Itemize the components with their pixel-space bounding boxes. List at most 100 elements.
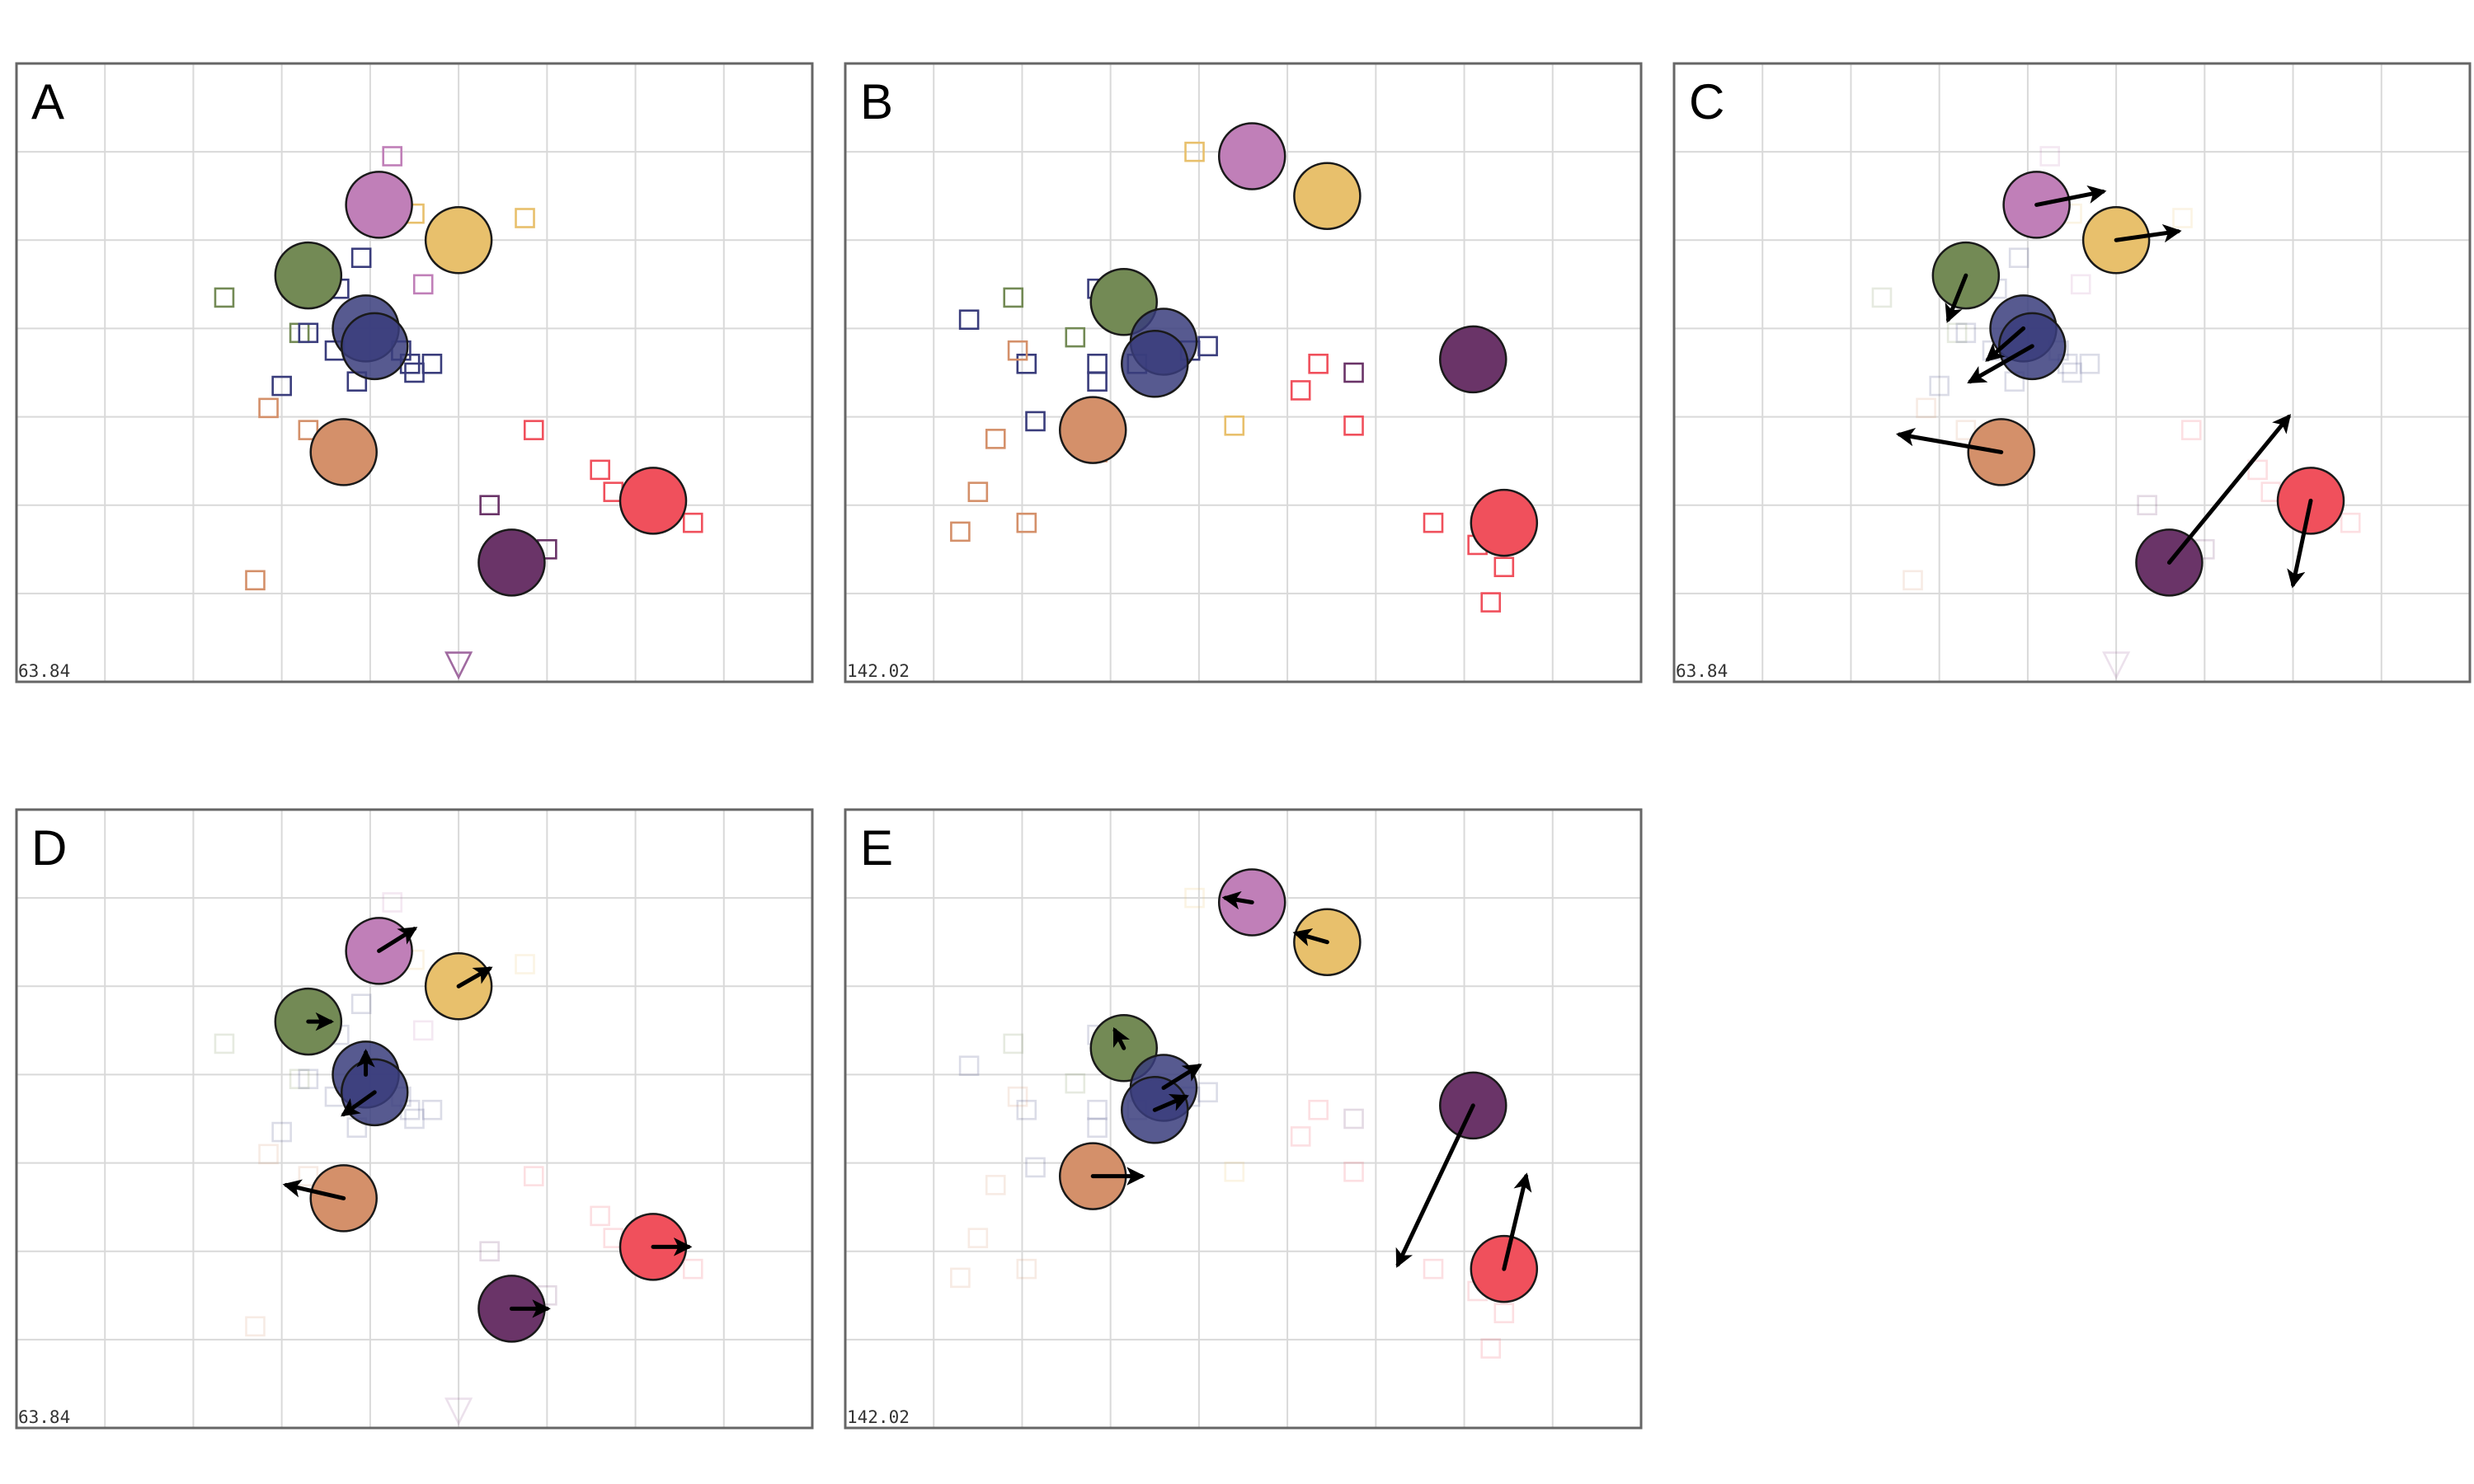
data-point <box>682 1258 703 1280</box>
movement-arrow <box>1895 427 2004 454</box>
panel-b: B 142.02 <box>844 62 1643 683</box>
movement-arrow <box>1395 1103 1475 1268</box>
panel-label: E <box>860 820 893 876</box>
data-point <box>2070 274 2091 295</box>
data-point <box>1197 336 1218 357</box>
panel-label: A <box>31 74 64 129</box>
data-point <box>245 570 266 591</box>
data-point <box>958 309 980 331</box>
data-point <box>590 459 610 481</box>
data-point <box>298 420 319 440</box>
movement-arrow <box>1161 1064 1202 1090</box>
data-point <box>1916 397 1936 419</box>
corner-value: 63.84 <box>18 1407 70 1427</box>
data-point <box>1423 1258 1444 1280</box>
data-point <box>1308 353 1329 374</box>
movement-arrow <box>1502 1172 1532 1271</box>
data-point <box>214 1033 235 1054</box>
data-point <box>350 993 372 1015</box>
data-point <box>2340 512 2361 533</box>
data-point <box>2247 459 2268 481</box>
data-point <box>382 892 402 913</box>
panel-c: C 63.84 <box>1672 62 2472 683</box>
movement-arrow <box>2114 223 2182 243</box>
data-point <box>1871 287 1893 308</box>
movement-arrow <box>282 1179 346 1200</box>
data-point <box>214 287 235 308</box>
data-point <box>1087 1117 1108 1139</box>
data-point <box>1955 420 1977 440</box>
movement-arrow <box>1985 326 2026 362</box>
movement-arrow <box>2287 498 2313 589</box>
cluster-center <box>1058 396 1127 464</box>
corner-value: 63.84 <box>18 661 70 681</box>
cluster-center <box>618 467 688 535</box>
movement-arrow <box>1112 1026 1131 1050</box>
data-point <box>1493 1303 1515 1324</box>
data-point <box>2172 208 2193 228</box>
cluster-center <box>1470 488 1539 557</box>
plot-frame <box>15 62 814 683</box>
data-point <box>682 512 703 533</box>
corner-value: 142.02 <box>847 661 910 681</box>
data-point <box>1184 141 1205 162</box>
data-point <box>1929 375 1950 397</box>
movement-arrow <box>1967 344 2034 384</box>
data-point <box>1025 411 1046 432</box>
data-point <box>985 429 1006 449</box>
plot-area <box>844 62 1643 683</box>
cluster-center <box>477 528 546 597</box>
plot-background <box>16 810 812 1428</box>
data-point <box>967 1228 989 1248</box>
data-point <box>950 1267 971 1289</box>
data-point <box>1065 326 1086 348</box>
data-point <box>1025 1157 1046 1178</box>
data-point <box>523 1166 544 1186</box>
data-point <box>590 1205 610 1227</box>
panel-a: A 63.84 <box>15 62 814 683</box>
plot-area <box>15 808 814 1430</box>
data-point <box>298 1166 319 1186</box>
panel-d: D 63.84 <box>15 808 814 1430</box>
data-point <box>1955 322 1977 344</box>
data-point <box>479 1241 500 1262</box>
data-point <box>412 1020 434 1041</box>
plot-area <box>844 808 1643 1430</box>
data-point <box>1946 322 1968 344</box>
data-point <box>1343 1108 1364 1129</box>
movement-arrow <box>2034 185 2107 207</box>
data-point <box>1016 1258 1037 1280</box>
movement-arrow <box>1292 928 1329 946</box>
movement-arrow <box>341 1090 377 1117</box>
triangle-marker <box>444 651 473 680</box>
cluster-center <box>309 418 378 486</box>
data-point <box>1065 1073 1086 1094</box>
data-point <box>1016 512 1037 533</box>
data-point <box>515 208 535 228</box>
data-point <box>2008 247 2030 269</box>
data-point <box>950 521 971 542</box>
data-point <box>271 1121 292 1143</box>
data-point <box>298 322 319 344</box>
triangle-marker <box>444 1397 473 1426</box>
movement-arrow <box>377 927 418 953</box>
data-point <box>289 1068 310 1090</box>
data-point <box>2079 353 2100 374</box>
data-point <box>1308 1099 1329 1120</box>
data-point <box>271 375 292 397</box>
data-point <box>1903 570 1923 591</box>
cluster-center <box>1439 325 1507 394</box>
data-point <box>1343 415 1364 436</box>
data-point <box>1224 415 1245 436</box>
plot-frame <box>844 808 1643 1430</box>
panel-e: E 142.02 <box>844 808 1643 1430</box>
data-point <box>1087 371 1108 392</box>
movement-arrow <box>2166 414 2292 565</box>
movement-arrow <box>456 966 493 989</box>
plot-frame <box>1672 62 2472 683</box>
data-point <box>1480 1338 1502 1359</box>
data-point <box>298 1068 319 1090</box>
data-point <box>404 1108 425 1129</box>
data-point <box>1184 887 1205 909</box>
